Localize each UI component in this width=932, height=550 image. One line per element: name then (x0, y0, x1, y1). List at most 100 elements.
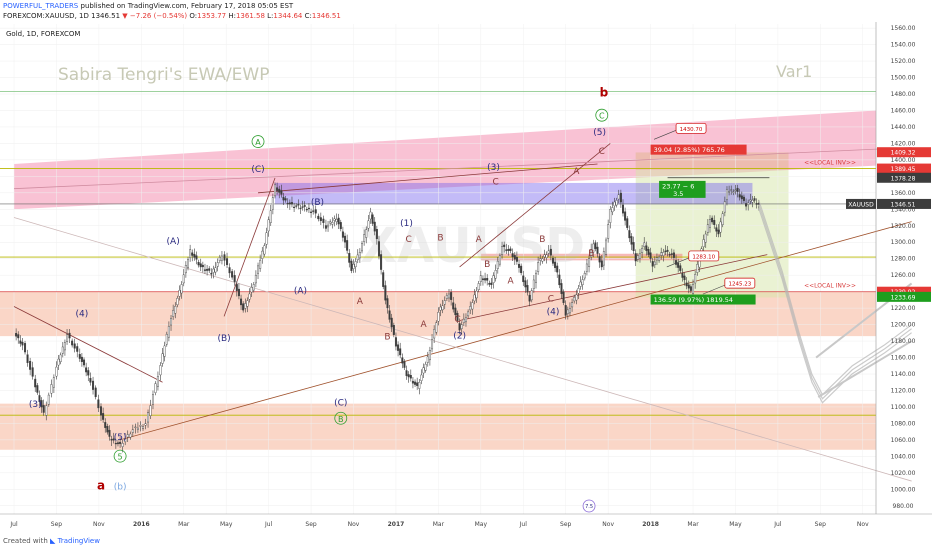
candle-body (34, 378, 37, 388)
published-text: published on TradingView.com, February 1… (80, 2, 294, 10)
candle-body (267, 219, 270, 232)
candle-body (462, 318, 465, 323)
candle-body (452, 302, 455, 310)
measure-box (650, 294, 756, 305)
symbol-line: FOREXCOM:XAUUSD, 1D 1346.51 ▼ −7.26 (−0.… (3, 12, 341, 20)
candle-body (530, 290, 533, 301)
wave-label: B (384, 332, 390, 342)
candle-body (564, 305, 567, 316)
candle-body (201, 264, 204, 268)
price-flag (877, 286, 931, 297)
candle-body (730, 189, 733, 191)
price-flag (877, 291, 931, 302)
price-tick-label: 1300.00 (891, 239, 916, 246)
candle-body (380, 254, 383, 270)
candle-body (184, 265, 187, 274)
price-tick-label: 1360.00 (891, 190, 916, 197)
wave-label: B (539, 235, 545, 245)
callout-box (675, 122, 707, 134)
chart-area[interactable]: Gold, 1D, FOREXCOM XAUUSD Sabira Tengri'… (0, 22, 932, 534)
candle-body (562, 291, 565, 303)
candle-body (598, 256, 601, 263)
candle-body (706, 224, 709, 233)
candle-body (305, 209, 308, 211)
candle-body (147, 412, 150, 423)
candle-body (310, 211, 313, 213)
candle-body (689, 286, 692, 291)
wave-label: B (437, 234, 443, 244)
price-tick-label: 1400.00 (891, 157, 916, 164)
candle-body (299, 207, 302, 210)
candle-body (711, 217, 714, 223)
projected-channel-lower (817, 340, 913, 398)
candle-body (403, 361, 406, 368)
callout-box (724, 277, 756, 289)
price-chart[interactable]: Gold, 1D, FOREXCOM XAUUSD Sabira Tengri'… (0, 22, 932, 534)
trendline (119, 221, 912, 441)
publish-line: POWERFUL_TRADERS published on TradingVie… (3, 2, 293, 10)
candle-body (515, 257, 518, 262)
candle-body (448, 293, 451, 299)
candle-body (426, 356, 429, 363)
candle-body (454, 307, 457, 316)
candle-body (322, 218, 325, 223)
event-value: 7.5 (585, 504, 593, 510)
candle-body (199, 263, 202, 268)
candle-body (271, 197, 274, 210)
candle-body (626, 218, 629, 228)
candle-body (55, 366, 58, 377)
wave-label: (2) (453, 332, 466, 342)
candle-body (327, 224, 330, 228)
candle-body (45, 405, 48, 416)
wave-label: A (573, 167, 580, 177)
candle-body (501, 246, 504, 255)
candle-body (312, 210, 315, 212)
time-axis[interactable]: Jul Sep Nov 2016 Mar May Jul Sep Nov 2017 Mar May Ju… (0, 513, 932, 528)
candle-body (411, 380, 414, 384)
candle-body (507, 249, 510, 251)
candle-body (87, 370, 90, 376)
candle-body (609, 209, 612, 223)
candle-body (102, 413, 105, 420)
candle-body (288, 202, 291, 205)
trendline (13, 306, 163, 383)
publisher-name[interactable]: POWERFUL_TRADERS (3, 2, 79, 10)
event-circle[interactable] (582, 499, 596, 513)
price-tick-label: 1520.00 (891, 58, 916, 65)
price-tick-label: 1100.00 (891, 404, 916, 411)
candle-body (694, 274, 697, 284)
candle-body (110, 438, 113, 441)
candle-body (755, 203, 758, 205)
lower-salmon-zone (0, 403, 876, 450)
candle-body (732, 191, 735, 193)
tradingview-brand[interactable]: TradingView (57, 537, 100, 545)
candle-body (399, 348, 402, 356)
purple-resistance-zone (275, 182, 753, 205)
candle-body (632, 242, 635, 251)
wave-label: B (338, 415, 344, 424)
candle-body (284, 198, 287, 201)
candle-body (721, 213, 724, 225)
event-badge[interactable]: 7.5 (582, 499, 596, 513)
candle-body (99, 406, 102, 416)
candle-body (317, 215, 320, 220)
candle-body (551, 257, 554, 264)
candle-body (89, 378, 92, 383)
candle-body (725, 189, 728, 200)
candle-body (339, 222, 342, 230)
wave-label: A (420, 320, 427, 330)
candle-body (92, 380, 95, 390)
candle-body (293, 206, 296, 209)
candle-body (165, 333, 168, 345)
candle-body (653, 261, 656, 266)
candle-body (460, 324, 463, 329)
callout-price: 1430.70 (680, 127, 703, 133)
price-tick-label: 1480.00 (891, 91, 916, 98)
time-tick-label: May (729, 521, 742, 528)
candle-body (142, 426, 145, 429)
candle-body (208, 268, 211, 271)
measure-value: 39.04 (2.85%) 765.76 (654, 146, 725, 154)
wave-label: (A) (294, 286, 307, 296)
price-axis[interactable]: 980.00 1000.00 1020.00 1040.00 1060.00 1080.0… (846, 22, 931, 514)
time-tick-label: 2017 (388, 521, 405, 528)
